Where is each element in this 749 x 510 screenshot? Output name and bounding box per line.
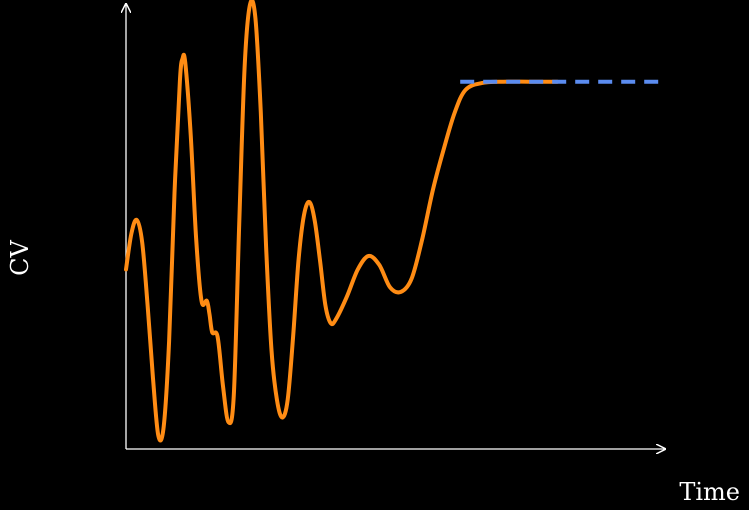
cv-response-line xyxy=(124,0,560,443)
x-axis-label: Time xyxy=(679,478,740,506)
y-axis-label: CV xyxy=(6,239,34,275)
